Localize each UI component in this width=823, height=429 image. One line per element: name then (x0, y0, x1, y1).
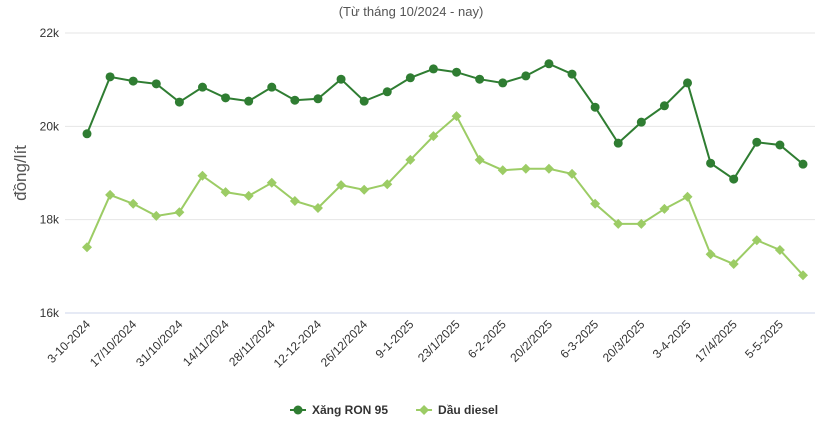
y-tick-label: 22k (40, 26, 60, 40)
marker (82, 129, 92, 139)
y-tick-label: 20k (40, 119, 60, 133)
x-tick-label: 3-10-2024 (45, 317, 94, 366)
series-line (86, 114, 804, 276)
x-tick-label: 6-3-2025 (557, 317, 601, 361)
marker (683, 78, 693, 88)
marker (128, 76, 138, 86)
marker (775, 140, 785, 150)
marker (197, 82, 207, 92)
legend-item: Xăng RON 95 (290, 403, 388, 417)
marker (752, 137, 762, 147)
marker (706, 158, 716, 168)
marker (520, 163, 531, 174)
marker (382, 87, 392, 97)
legend-item: Dầu diesel (416, 403, 498, 417)
marker (359, 96, 369, 106)
marker (289, 196, 300, 206)
x-tick-label: 5-5-2025 (742, 317, 786, 361)
marker (636, 117, 646, 127)
x-tick-label: 23/1/2025 (415, 317, 463, 365)
marker (567, 168, 578, 179)
x-tick-label: 26/12/2024 (318, 317, 371, 370)
marker (590, 102, 600, 112)
marker (613, 138, 623, 148)
chart-subtitle: (Từ tháng 10/2024 - nay) (339, 4, 484, 19)
x-tick-label: 12-12-2024 (271, 317, 325, 371)
marker (543, 163, 554, 174)
marker (151, 79, 161, 89)
x-tick-label: 14/11/2024 (180, 317, 232, 369)
legend-label: Dầu diesel (438, 403, 498, 417)
marker (312, 203, 323, 213)
marker (659, 203, 670, 214)
marker (174, 97, 184, 107)
marker (659, 101, 669, 111)
marker (590, 198, 601, 209)
x-tick-label: 3-4-2025 (650, 317, 694, 361)
marker (197, 170, 208, 181)
y-axis-label: đồng/lít (11, 145, 30, 201)
x-tick-label: 20/2/2025 (507, 317, 555, 365)
marker (774, 245, 785, 255)
marker (174, 207, 185, 218)
marker (544, 59, 554, 69)
marker (128, 198, 139, 209)
marker (290, 95, 300, 105)
marker (220, 187, 231, 198)
x-tick-label: 17/10/2024 (87, 317, 140, 370)
marker (428, 64, 438, 74)
series-line (86, 62, 804, 181)
marker (498, 78, 508, 88)
marker (798, 159, 808, 169)
marker (336, 74, 346, 84)
x-tick-label: 31/10/2024 (133, 317, 186, 370)
marker (105, 72, 115, 82)
marker (451, 111, 462, 122)
marker (474, 154, 485, 165)
legend-marker (293, 405, 303, 415)
marker (244, 96, 254, 106)
marker (728, 259, 739, 269)
marker (729, 174, 739, 184)
marker (497, 165, 508, 176)
marker (751, 235, 762, 246)
marker (705, 249, 716, 260)
marker (243, 190, 254, 201)
marker (475, 74, 485, 84)
marker (567, 69, 577, 79)
legend-label: Xăng RON 95 (312, 403, 388, 417)
marker (613, 218, 624, 229)
marker (682, 191, 693, 202)
x-tick-label: 6-2-2025 (465, 317, 509, 361)
marker (359, 184, 370, 195)
marker (798, 270, 808, 281)
marker (82, 242, 92, 253)
x-tick-label: 17/4/2025 (692, 317, 740, 365)
y-tick-label: 16k (40, 306, 60, 320)
marker (452, 67, 462, 77)
x-tick-label: 20/3/2025 (600, 317, 648, 365)
marker (313, 94, 323, 104)
marker (521, 71, 531, 81)
marker (382, 179, 393, 190)
marker (267, 82, 277, 92)
marker (266, 177, 277, 188)
legend-marker (419, 405, 430, 415)
marker (221, 93, 231, 103)
marker (428, 131, 439, 142)
marker (336, 180, 347, 191)
marker (105, 189, 116, 200)
marker (405, 73, 415, 83)
x-tick-label: 9-1-2025 (373, 317, 417, 361)
marker (151, 210, 162, 221)
marker (405, 154, 416, 165)
marker (636, 218, 647, 229)
y-tick-label: 18k (40, 213, 60, 227)
